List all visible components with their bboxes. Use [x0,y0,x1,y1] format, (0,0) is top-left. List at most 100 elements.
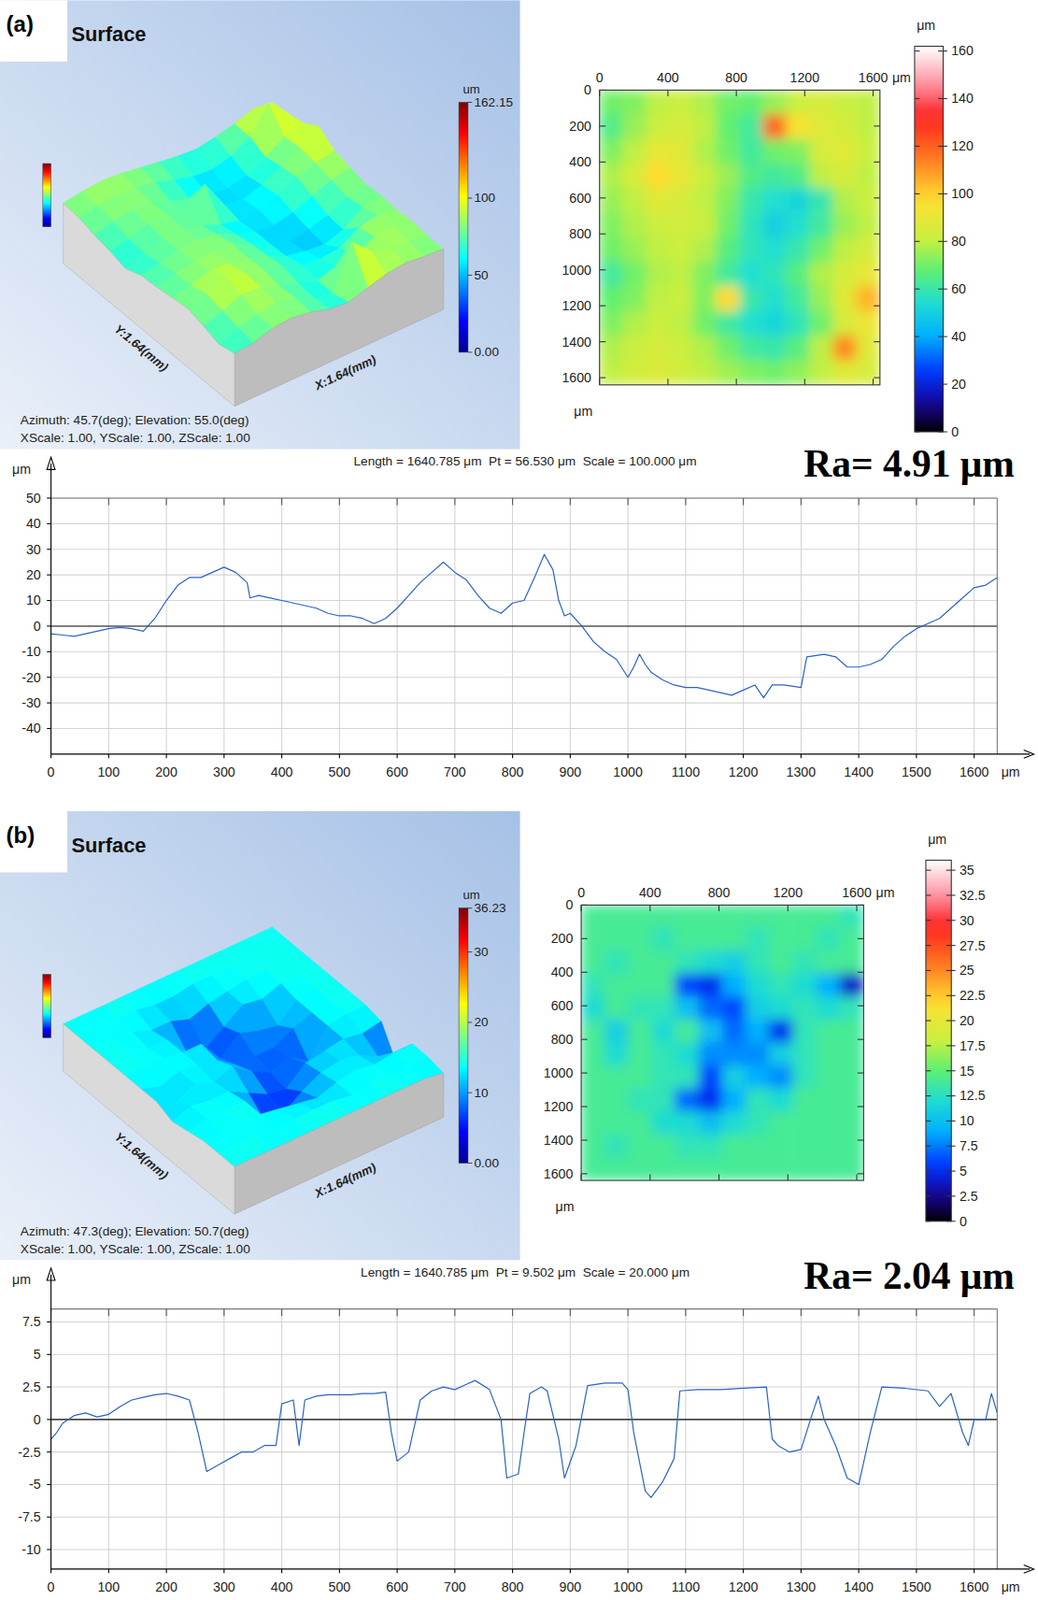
x-tick-label: 1100 [671,1578,701,1594]
x-tick-label: 1000 [612,764,643,780]
cell [763,335,787,360]
cell [716,360,740,385]
block-side [234,1072,444,1214]
colorbar-tick-label: 50 [473,268,489,283]
colorbar-tick [925,1069,931,1071]
cell [763,286,787,312]
axis-label: μm [12,461,31,477]
x-tick-label: 1300 [786,764,817,780]
grid-line [511,1308,513,1569]
colorbar-tick-label: 25 [959,962,975,978]
cell [716,213,740,238]
y-tick-label: 800 [568,226,592,242]
y-tick [46,702,51,704]
y-tick [46,1321,51,1323]
cell [716,139,740,164]
cell [581,1065,605,1089]
cell [793,927,817,952]
x-tick-label: 800 [708,884,731,900]
colorbar-tick [938,145,948,147]
plot-top [51,1308,998,1309]
cell [739,89,764,114]
x-tick-label: 100 [97,764,120,780]
y-tick-label: 200 [551,930,574,946]
cell [810,139,834,164]
y-tick [873,269,881,271]
x-tick [281,497,283,506]
cell [786,311,811,336]
x-tick [742,497,744,506]
cell [786,335,811,360]
x-tick [858,497,860,506]
x-tick [800,1308,802,1317]
y-tick [46,1386,51,1388]
colorbar-tick [925,1020,931,1022]
x-tick [627,1568,629,1573]
x-tick [281,1568,283,1573]
x-tick [627,497,629,506]
colorbar-tick-label: 10 [473,1085,489,1100]
x-tick-label: 1400 [843,1578,874,1594]
y-tick [46,548,51,550]
colorbar-tick-label: 36.23 [473,900,506,915]
cell [646,114,670,140]
y-tick [857,971,865,973]
cell [623,139,647,164]
y-tick-label: 40 [26,515,42,531]
y-tick-label: 5 [33,1346,42,1362]
cell [793,951,817,975]
cell [745,1110,769,1135]
cell [763,237,787,262]
grid-line [51,727,998,729]
cell [839,1042,864,1067]
y-tick-label: 1600 [543,1165,574,1181]
cell [693,311,717,336]
cell [675,927,699,952]
axis-label: μm [1001,1578,1021,1594]
y-tick [857,904,865,906]
x-tick [804,89,806,97]
cell [833,286,857,312]
cell [839,904,864,928]
x-tick [627,753,629,758]
y-tick-label: 1400 [561,334,592,350]
x-tick-label: 1500 [901,1578,932,1594]
x-tick [569,497,571,506]
cell [769,1088,794,1112]
x-tick-label: 1200 [773,884,804,900]
y-tick-label: 400 [551,964,574,980]
cell [698,996,723,1021]
grid-line [223,1308,225,1569]
cell [599,213,624,238]
plot-frame [581,904,864,1181]
colorbar-tick [914,430,920,432]
cell [623,213,647,238]
height-map: 0400800120016000200400600800100012001400… [543,831,986,1229]
x-tick-label: 400 [270,764,294,780]
x-tick [454,497,456,506]
y-tick-label: -5 [28,1476,42,1492]
grid-line [281,1308,283,1569]
cell [839,927,864,952]
cell [722,1134,746,1158]
cell [693,114,717,140]
y-tick [857,1005,865,1007]
cell [769,1019,794,1043]
colorbar-tick [938,336,948,338]
cell [786,89,811,114]
cell [675,1134,699,1158]
x-tick [667,378,669,385]
x-tick [787,904,789,911]
colorbar-tick [925,1120,931,1122]
y-tick-label: 1600 [561,369,592,385]
axis-label: μm [12,1271,31,1287]
x-tick [684,1568,686,1573]
x-tick [736,89,738,97]
grid-line [569,1308,571,1569]
x-tick [166,1568,168,1573]
cell [627,1088,652,1112]
colorbar-tick [468,101,472,103]
y-tick-label: 200 [568,118,592,134]
x-tick [339,1308,341,1317]
cell [839,1088,864,1112]
